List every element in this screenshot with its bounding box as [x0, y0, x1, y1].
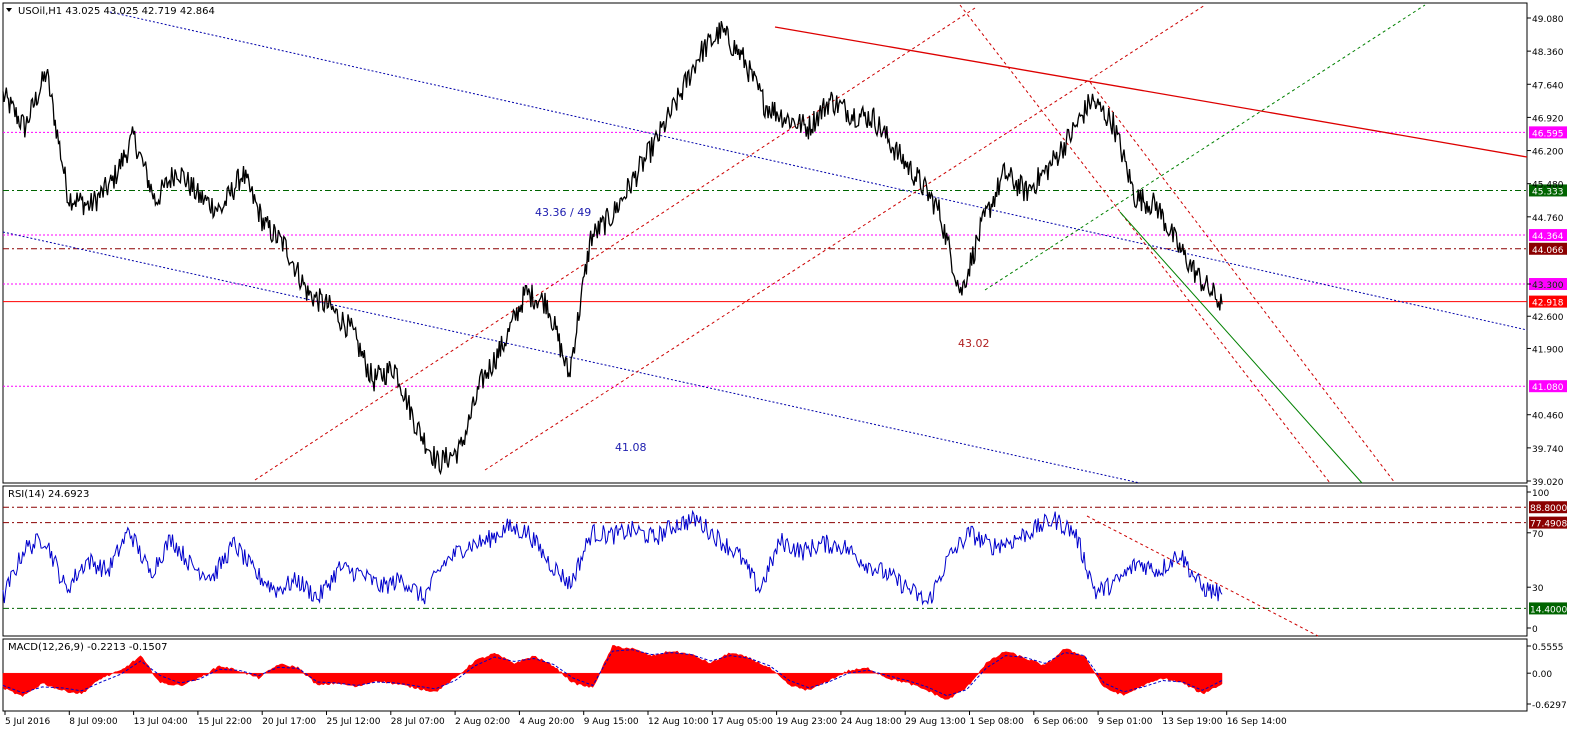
- price-axis: 46.595 45.333 44.364 44.066 43.300 42.918 41.0…: [1527, 15, 1567, 488]
- time-tick-label: 25 Jul 12:00: [327, 717, 381, 727]
- time-tick-label: 4 Aug 20:00: [519, 717, 574, 727]
- rsi-level-label: 77.4908: [1530, 520, 1567, 530]
- time-axis: 5 Jul 2016 8 Jul 09:00 13 Jul 04:00 15 Jul …: [4, 711, 1287, 727]
- macd-title: MACD(12,26,9) -0.2213 -0.1507: [8, 642, 168, 653]
- price-tick-label: 48.360: [1532, 48, 1564, 58]
- macd-tick-label: 0.00: [1532, 670, 1552, 680]
- price-level-label: 41.080: [1532, 383, 1564, 393]
- rsi-tick-label: 70: [1532, 530, 1544, 540]
- price-level-tag: [1529, 229, 1567, 242]
- rsi-tick-label: 30: [1532, 584, 1544, 594]
- collapse-arrow-icon[interactable]: [6, 8, 12, 12]
- time-tick-label: 6 Sep 06:00: [1034, 717, 1089, 727]
- time-tick-label: 1 Sep 08:00: [970, 717, 1025, 727]
- price-level-tag: [1529, 242, 1567, 255]
- time-tick-label: 13 Sep 19:00: [1162, 717, 1222, 727]
- rsi-level-tag: [1529, 501, 1567, 514]
- price-tick-label: 39.740: [1532, 445, 1564, 455]
- rsi-title: RSI(14) 24.6923: [8, 489, 89, 500]
- rsi-level-tag: [1529, 516, 1567, 529]
- price-tick-label: 42.600: [1532, 313, 1564, 323]
- price-tick-label: 39.020: [1532, 478, 1564, 488]
- price-panel: 43.36 / 49 41.08 43.02 USOil,H1 43.025 4…: [2, 2, 1528, 484]
- time-tick-label: 19 Aug 23:00: [777, 717, 838, 727]
- time-tick-label: 8 Jul 09:00: [69, 717, 118, 727]
- time-tick-label: 12 Aug 10:00: [648, 717, 709, 727]
- time-tick-label: 9 Aug 15:00: [584, 717, 639, 727]
- rsi-levels: [3, 506, 1527, 609]
- time-tick-label: 28 Jul 07:00: [391, 717, 445, 727]
- price-level-tag: [1529, 380, 1567, 393]
- price-tick-label: 45.480: [1532, 181, 1564, 191]
- macd-panel: MACD(12,26,9) -0.2213 -0.1507: [2, 638, 1528, 712]
- time-tick-label: 2 Aug 02:00: [455, 717, 510, 727]
- trendline-objects: [2, 4, 1528, 484]
- price-level-label: 42.918: [1532, 299, 1564, 309]
- rsi-level-tag: [1529, 602, 1567, 615]
- price-level-label: 46.595: [1532, 129, 1564, 139]
- price-tick-label: 46.920: [1532, 114, 1564, 124]
- price-tick-label: 44.760: [1532, 214, 1564, 224]
- price-level-label: 43.300: [1532, 281, 1564, 291]
- time-tick-label: 20 Jul 17:00: [262, 717, 316, 727]
- price-level-label: 44.066: [1532, 246, 1564, 256]
- chart-title: USOil,H1 43.025 43.025 42.719 42.864: [18, 6, 215, 17]
- rsi-level-label: 88.8000: [1530, 504, 1567, 514]
- time-tick-label: 13 Jul 04:00: [134, 717, 188, 727]
- time-tick-label: 29 Aug 13:00: [905, 717, 966, 727]
- macd-tick-label: -0.6297: [1532, 701, 1567, 711]
- price-level-tag: [1529, 295, 1567, 308]
- macd-histogram-area: [2, 645, 1223, 700]
- price-level-tag: [1529, 126, 1567, 139]
- time-tick-label: 17 Aug 05:00: [712, 717, 773, 727]
- price-level-label: 44.364: [1532, 232, 1564, 242]
- macd-signal-line: [2, 649, 1223, 697]
- red-fan-line-1: [959, 4, 1331, 484]
- price-tick-label: 46.200: [1532, 148, 1564, 158]
- macd-axis: 0.5555 0.00 -0.6297: [1527, 643, 1567, 711]
- price-tick-label: 41.900: [1532, 345, 1564, 355]
- rsi-panel: RSI(14) 24.6923: [2, 485, 1528, 637]
- green-solid-trendline: [1119, 211, 1363, 484]
- rsi-series-line: [2, 509, 1223, 606]
- macd-tick-label: 0.5555: [1532, 643, 1564, 653]
- rsi-tick-label: 100: [1532, 489, 1549, 499]
- price-tick-label: 43.300: [1532, 281, 1564, 291]
- time-tick-label: 15 Jul 22:00: [198, 717, 252, 727]
- price-tick-label: 49.080: [1532, 15, 1564, 25]
- red-solid-resistance-line: [774, 26, 1528, 158]
- rsi-tick-label: 0: [1532, 625, 1538, 635]
- rsi-level-label: 14.4000: [1530, 605, 1567, 615]
- rsi-axis: 88.8000 77.4908 14.4000 100 70 30 0: [1527, 489, 1567, 635]
- price-annotation-2: 41.08: [615, 441, 647, 454]
- time-tick-label: 5 Jul 2016: [5, 717, 50, 727]
- time-tick-label: 9 Sep 01:00: [1098, 717, 1153, 727]
- price-series-line: [2, 20, 1223, 476]
- price-level-label: 45.333: [1532, 187, 1564, 197]
- price-tick-label: 40.460: [1532, 412, 1564, 422]
- price-level-tag: [1529, 278, 1567, 291]
- red-channel-line-2: [484, 4, 1206, 471]
- price-level-tag: [1529, 184, 1567, 197]
- price-horizontal-levels: [3, 131, 1527, 387]
- price-tick-label: 47.640: [1532, 81, 1564, 91]
- time-tick-label: 24 Aug 18:00: [841, 717, 902, 727]
- rsi-red-trendline: [1086, 515, 1319, 637]
- price-annotation-3: 43.02: [958, 337, 990, 350]
- price-annotation-1: 43.36 / 49: [535, 206, 591, 219]
- time-tick-label: 16 Sep 14:00: [1227, 717, 1287, 727]
